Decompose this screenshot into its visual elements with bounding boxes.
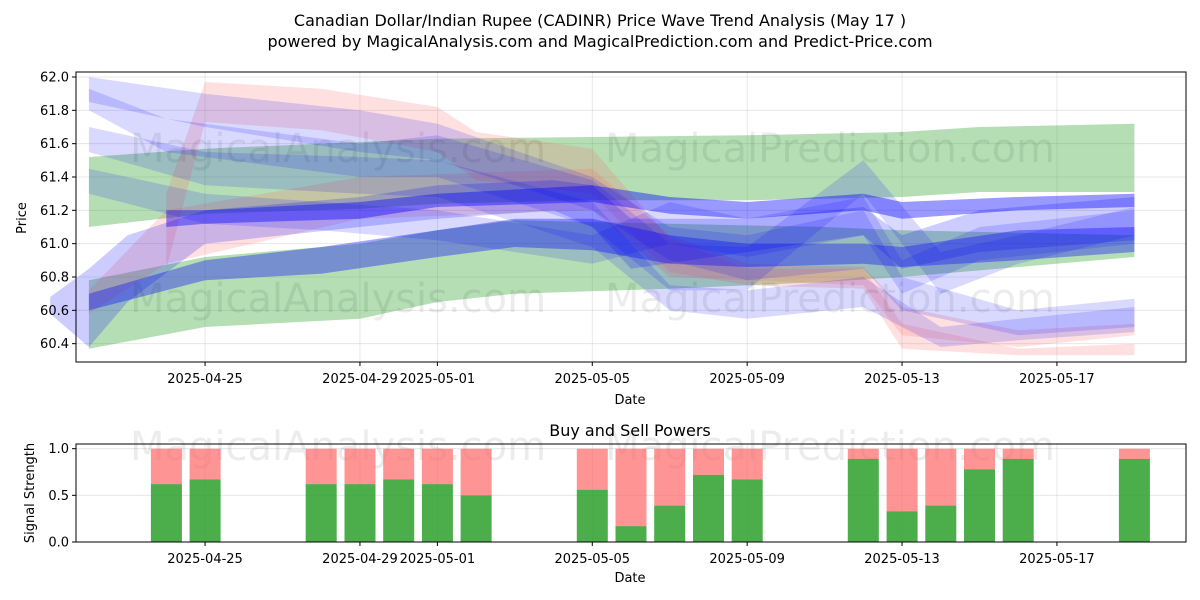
blue-wave-band-4 (88, 168, 1135, 294)
price-y-tick-label: 60.8 (40, 271, 69, 286)
powers-bars (150, 448, 1150, 542)
buy-power-bar (615, 526, 647, 542)
price-x-tick-label: 2025-05-05 (554, 372, 630, 387)
green-lower-band (88, 220, 1135, 349)
sell-power-bar (305, 448, 337, 485)
price-x-tick-label: 2025-05-01 (400, 372, 476, 387)
price-x-ticks: 2025-04-25 2025-04-29 2025-05-01 2025-05-05… (167, 362, 1095, 387)
powers-y-tick-label: 0.0 (48, 536, 69, 551)
sell-power-bar (1002, 448, 1034, 459)
price-y-tick-label: 60.6 (40, 304, 69, 319)
price-y-tick-label: 61.0 (40, 237, 69, 252)
price-x-tick-label: 2025-04-29 (322, 372, 398, 387)
buy-power-bar (189, 479, 221, 542)
powers-plot-frame (75, 443, 1187, 543)
sell-power-bar (383, 448, 415, 480)
sell-power-bar (344, 448, 376, 485)
blue-wave-band-5 (50, 180, 1135, 347)
powers-y-axis-label: Signal Strength (23, 443, 38, 543)
sell-power-bar (886, 448, 918, 512)
buy-power-bar (654, 505, 686, 542)
buy-power-bar (344, 484, 376, 542)
powers-y-ticks: 0.0 0.5 1.0 (48, 442, 76, 551)
buy-power-bar (383, 479, 415, 542)
powers-x-tick-label: 2025-05-05 (554, 552, 630, 567)
blue-wave-band-1 (88, 77, 1135, 336)
sell-power-bar (615, 448, 647, 527)
red-wave-band-1 (166, 82, 1135, 356)
price-watermarks: MagicalAnalysis.com MagicalPrediction.co… (130, 126, 1055, 322)
powers-x-tick-label: 2025-05-09 (709, 552, 785, 567)
watermark-magicalanalysis-top: MagicalAnalysis.com (130, 126, 546, 172)
price-grid (76, 72, 1186, 362)
buy-power-bar (576, 489, 608, 542)
price-y-axis-label: Price (15, 202, 30, 234)
powers-x-tick-label: 2025-05-13 (864, 552, 940, 567)
sell-power-bar (460, 448, 492, 496)
buy-power-bar (1002, 458, 1034, 542)
buy-power-bar (1118, 458, 1150, 542)
sell-power-bar (654, 448, 686, 506)
powers-x-axis-label: Date (614, 571, 645, 586)
sell-power-bar (1118, 448, 1150, 459)
buy-sell-title: Buy and Sell Powers (549, 421, 711, 440)
watermark-magicalanalysis-mid: MagicalAnalysis.com (130, 276, 546, 322)
powers-x-tick-label: 2025-04-25 (167, 552, 243, 567)
price-x-tick-label: 2025-05-17 (1019, 372, 1095, 387)
powers-y-tick-label: 1.0 (48, 442, 69, 457)
powers-x-tick-label: 2025-05-17 (1019, 552, 1095, 567)
buy-power-bar (421, 484, 453, 542)
sell-power-bar (925, 448, 957, 506)
price-x-tick-label: 2025-05-09 (709, 372, 785, 387)
sell-power-bar (693, 448, 724, 475)
buy-power-bar (731, 479, 763, 542)
red-wave-band-2 (88, 168, 1135, 347)
buy-power-bar (693, 474, 724, 542)
buy-power-bar (886, 511, 918, 542)
price-plot-frame (75, 71, 1187, 363)
watermark-magicalprediction-mid: MagicalPrediction.com (605, 276, 1055, 322)
buy-power-bar (460, 495, 492, 542)
blue-trend-band (88, 218, 1135, 311)
sell-power-bar (576, 448, 608, 490)
buy-power-bar (305, 484, 337, 542)
sell-power-bar (150, 448, 182, 485)
price-y-tick-label: 61.8 (40, 104, 69, 119)
price-x-axis-label: Date (614, 393, 645, 408)
buy-power-bar (150, 484, 182, 542)
chart-title-line-2: powered by MagicalAnalysis.com and Magic… (267, 32, 932, 51)
powers-y-tick-label: 0.5 (48, 489, 69, 504)
green-upper-band (88, 123, 1135, 227)
powers-x-ticks: 2025-04-25 2025-04-29 2025-05-01 2025-05-05… (167, 542, 1095, 567)
buy-power-bar (847, 458, 879, 542)
blue-mean-band (166, 185, 1135, 227)
buy-power-bar (964, 469, 995, 542)
powers-x-tick-label: 2025-05-01 (400, 552, 476, 567)
buy-sell-powers-chart: Buy and Sell Powers MagicalAnalysis.com … (23, 421, 1187, 586)
sell-power-bar (964, 448, 995, 470)
sell-power-bar (421, 448, 453, 485)
sell-power-bar (189, 448, 221, 480)
price-y-tick-label: 61.2 (40, 204, 69, 219)
price-bands (50, 77, 1135, 356)
price-wave-chart: MagicalAnalysis.com MagicalPrediction.co… (15, 71, 1187, 408)
price-y-tick-label: 61.6 (40, 137, 69, 152)
price-x-tick-label: 2025-04-25 (167, 372, 243, 387)
buy-power-bar (925, 505, 957, 542)
watermark-magicalprediction-top: MagicalPrediction.com (605, 126, 1055, 172)
sell-power-bar (847, 448, 879, 459)
sell-power-bar (731, 448, 763, 480)
powers-x-tick-label: 2025-04-29 (322, 552, 398, 567)
price-x-tick-label: 2025-05-13 (864, 372, 940, 387)
price-y-tick-label: 62.0 (40, 71, 69, 86)
blue-wave-band-3 (88, 127, 1135, 347)
price-y-tick-label: 61.4 (40, 171, 69, 186)
price-y-tick-label: 60.4 (40, 337, 69, 352)
price-y-ticks: 60.4 60.6 60.8 61.0 61.2 61.4 61.6 61.8 62.0 (40, 71, 76, 352)
chart-title-line-1: Canadian Dollar/Indian Rupee (CADINR) Pr… (294, 11, 906, 30)
